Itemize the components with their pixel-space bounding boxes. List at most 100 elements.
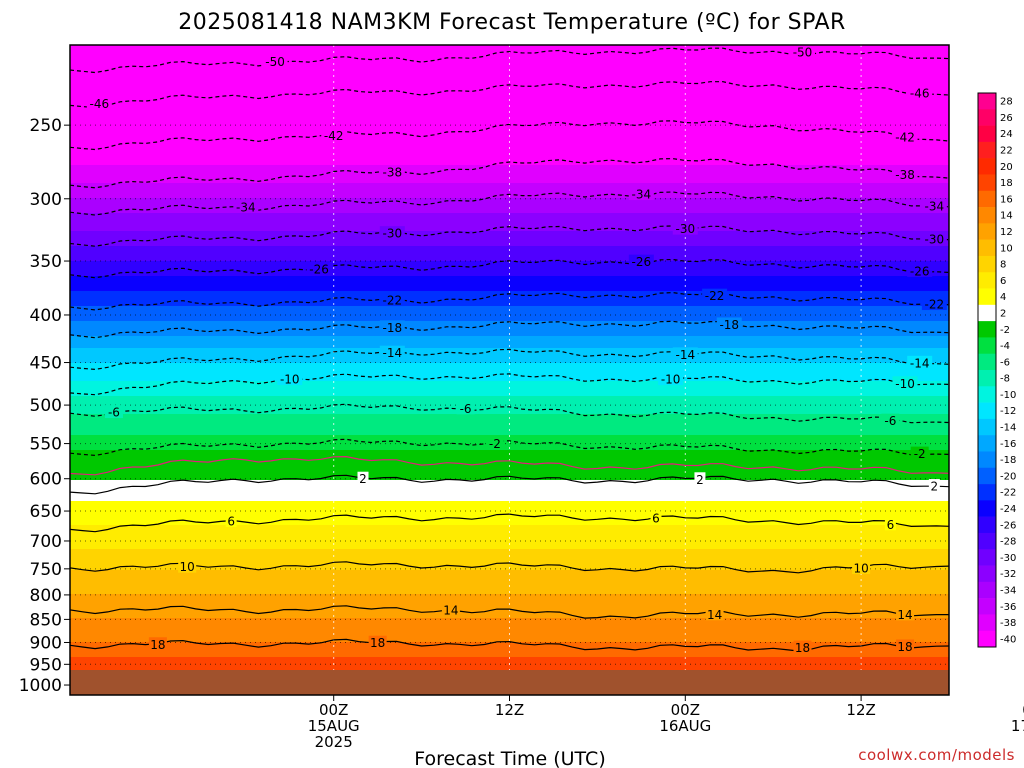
temperature-band — [70, 666, 949, 670]
contour-label-background — [379, 293, 405, 307]
credit-text[interactable]: coolwx.com/models — [858, 746, 1015, 764]
x-tick-label: 00Z — [319, 701, 348, 719]
contour-label: 18 — [897, 640, 912, 654]
temperature-band — [70, 204, 949, 208]
colorbar-tick-label: 28 — [1000, 97, 1013, 108]
colorbar-swatch — [978, 484, 996, 501]
x-tick-label: 00Z — [1022, 701, 1024, 719]
contour-label-background — [702, 288, 728, 302]
temperature-band — [70, 186, 949, 190]
colorbar-swatch — [978, 158, 996, 175]
x-tick-label: 16AUG — [659, 717, 711, 735]
colorbar-swatch — [978, 435, 996, 452]
contour-label: 6 — [652, 512, 660, 526]
contour-line — [70, 47, 949, 74]
colorbar-tick-label: 6 — [1000, 276, 1006, 287]
contour-label: -26 — [910, 264, 930, 278]
temperature-band — [70, 114, 949, 118]
colorbar-swatch — [978, 451, 996, 469]
contour-line — [70, 474, 949, 495]
contour-label: -22 — [382, 294, 402, 308]
contour-label: -38 — [382, 166, 402, 180]
temperature-band — [70, 156, 949, 160]
temperature-band — [70, 330, 949, 334]
contour-label: -14 — [675, 348, 695, 362]
colorbar-swatch — [978, 337, 996, 355]
contour-label: -50 — [793, 46, 813, 60]
contour-label-background — [907, 263, 933, 277]
contour-label-background — [306, 261, 332, 275]
contour-label: 6 — [227, 515, 235, 529]
temperature-band — [70, 96, 949, 100]
colorbar-tick-label: -24 — [1000, 504, 1016, 515]
colorbar-swatch — [978, 532, 996, 550]
colorbar-tick-label: -14 — [1000, 423, 1016, 434]
contour-label-background — [321, 128, 347, 142]
colorbar-swatch — [978, 304, 996, 322]
contour-label: -26 — [632, 255, 652, 269]
temperature-band — [70, 282, 949, 286]
temperature-band — [70, 288, 949, 292]
contour-label: -50 — [265, 55, 285, 69]
contour-label-background — [672, 221, 698, 235]
temperature-band — [70, 438, 949, 442]
temperature-band — [70, 144, 949, 148]
contour-label-background — [793, 640, 812, 654]
temperature-band — [70, 402, 949, 406]
colorbar-tick-label: 12 — [1000, 227, 1013, 238]
temperature-band — [70, 492, 949, 496]
temperature-band — [70, 558, 949, 562]
temperature-band — [70, 480, 949, 484]
colorbar-swatch — [978, 255, 996, 273]
temperature-band — [70, 192, 949, 196]
contour-label-background — [910, 446, 929, 460]
y-tick-label: 400 — [30, 306, 62, 326]
y-tick-label: 950 — [30, 655, 62, 675]
temperature-band — [70, 102, 949, 106]
colorbar-swatch — [978, 500, 996, 517]
colorbar-swatch — [978, 272, 996, 289]
contour-label: -6 — [108, 406, 120, 420]
contour-label-background — [104, 405, 123, 419]
colorbar-swatch — [978, 516, 996, 534]
temperature-band — [70, 78, 949, 82]
contour-line — [70, 561, 949, 574]
contour-label: 10 — [180, 560, 195, 574]
colorbar-tick-label: -30 — [1000, 553, 1016, 564]
y-tick-label: 450 — [30, 354, 62, 374]
temperature-band — [70, 642, 949, 646]
contour-label: -10 — [280, 373, 300, 387]
colorbar-tick-label: -18 — [1000, 455, 1016, 466]
temperature-band — [70, 390, 949, 394]
contour-label-background — [896, 607, 915, 621]
contour-label: -14 — [910, 356, 930, 370]
colorbar-tick-label: 22 — [1000, 146, 1013, 157]
contour-line — [70, 403, 949, 424]
contour-line — [70, 157, 949, 189]
temperature-band — [70, 300, 949, 304]
contour-label: -22 — [705, 289, 725, 303]
temperature-band — [70, 618, 949, 622]
colorbar-swatch — [978, 321, 996, 338]
contour-label: -30 — [675, 222, 695, 236]
contour-label-background — [705, 607, 724, 621]
colorbar-tick-label: 14 — [1000, 211, 1013, 222]
temperature-band — [70, 636, 949, 640]
contour-label-background — [892, 376, 918, 390]
temperature-band — [70, 168, 949, 172]
grid-lines — [70, 45, 949, 695]
colorbar-swatch — [978, 223, 996, 240]
temperature-band — [70, 534, 949, 538]
y-tick-label: 700 — [30, 532, 62, 552]
contour-label: -46 — [910, 87, 930, 101]
colorbar-swatch — [978, 418, 996, 436]
temperature-band — [70, 342, 949, 346]
temperature-band — [70, 504, 949, 508]
temperature-band — [70, 360, 949, 364]
contour-label: -26 — [309, 262, 329, 276]
colorbar-tick-label: -20 — [1000, 471, 1016, 482]
colorbar-tick-label: -4 — [1000, 341, 1010, 352]
contour-label: -18 — [719, 318, 739, 332]
contour-label: -10 — [895, 377, 915, 391]
colorbar-swatch — [978, 581, 996, 599]
